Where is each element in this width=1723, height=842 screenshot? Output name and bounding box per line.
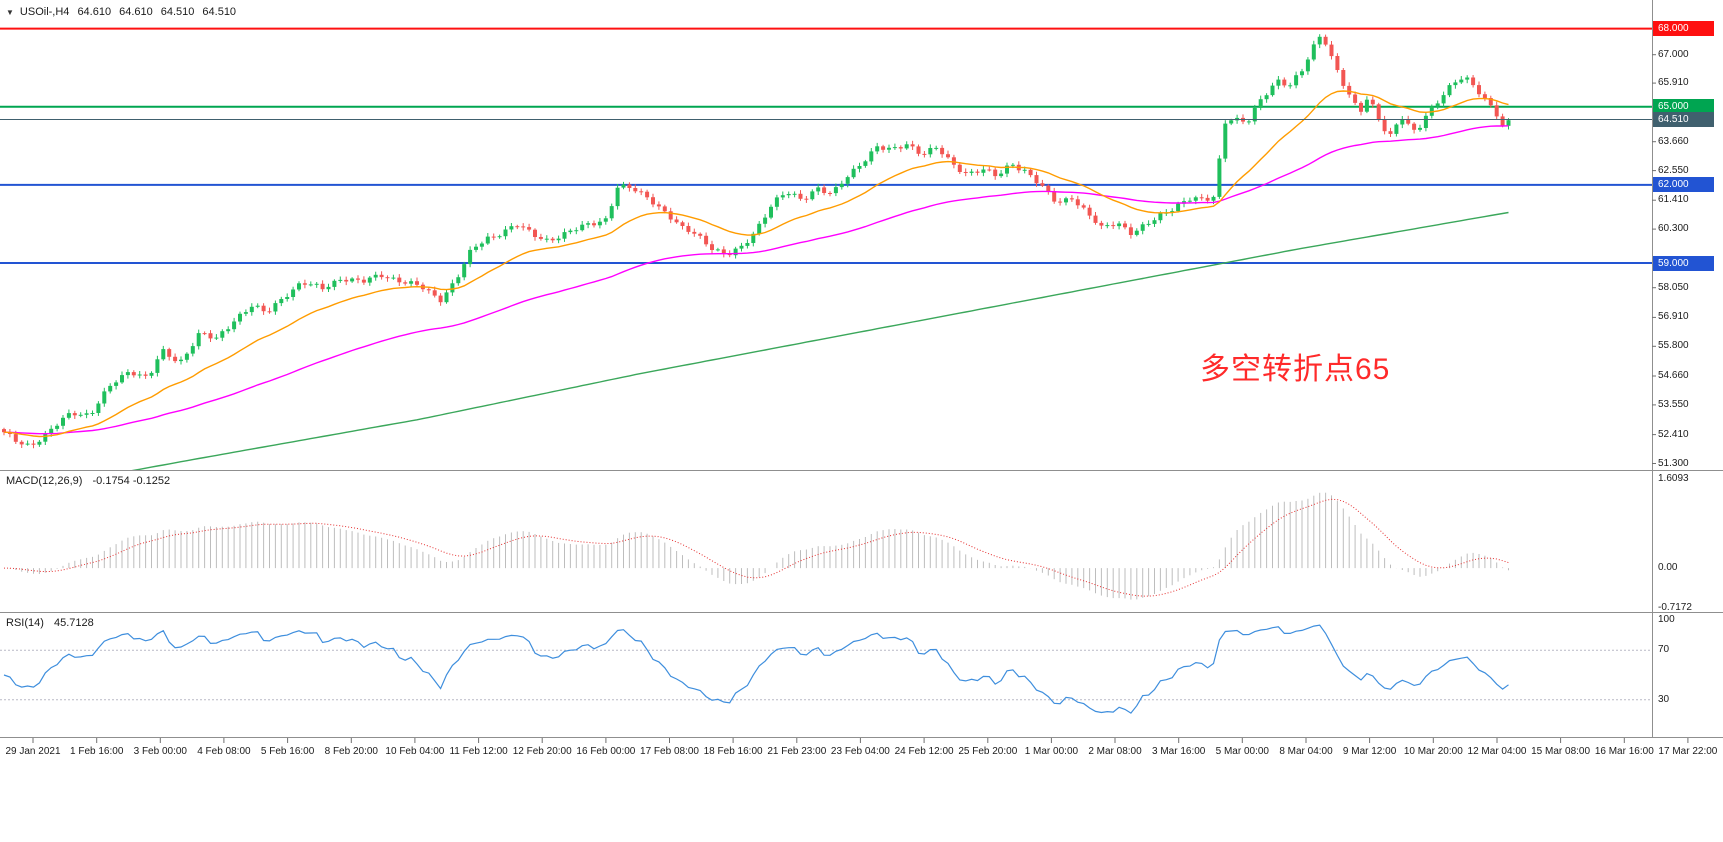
collapse-arrow-icon[interactable]: ▼ bbox=[6, 7, 14, 17]
time-axis-label: 10 Feb 04:00 bbox=[385, 746, 445, 757]
time-axis-label: 17 Feb 08:00 bbox=[640, 746, 699, 757]
time-axis-label: 23 Feb 04:00 bbox=[830, 746, 890, 757]
macd-pane[interactable] bbox=[3, 492, 1509, 600]
time-axis-label: 10 Mar 20:00 bbox=[1403, 746, 1463, 757]
price-axis-label: 58.050 bbox=[1658, 281, 1689, 293]
macd-axis-label: -0.7172 bbox=[1658, 602, 1692, 613]
time-axis-label: 15 Mar 08:00 bbox=[1531, 746, 1591, 757]
rsi-indicator-label: RSI(14) 45.7128 bbox=[6, 617, 101, 629]
time-axis-label: 2 Mar 08:00 bbox=[1088, 746, 1142, 757]
mid-ma-line bbox=[3, 125, 1509, 435]
time-axis-label: 8 Mar 04:00 bbox=[1279, 746, 1333, 757]
price-line-badge: 59.000 bbox=[1653, 255, 1714, 271]
time-axis-label: 16 Feb 00:00 bbox=[576, 746, 636, 757]
time-axis-label: 25 Feb 20:00 bbox=[958, 746, 1018, 757]
time-axis-label: 1 Feb 16:00 bbox=[70, 746, 124, 757]
time-axis-label: 1 Mar 00:00 bbox=[1024, 746, 1079, 757]
time-axis-label: 29 Jan 2021 bbox=[5, 746, 61, 757]
time-axis-label: 12 Feb 20:00 bbox=[512, 746, 572, 757]
pane-separators bbox=[0, 0, 1723, 743]
macd-signal-line bbox=[3, 498, 1509, 597]
rsi-name: RSI(14) bbox=[6, 617, 44, 629]
price-line-badge: 65.000 bbox=[1653, 99, 1714, 115]
price-axis-label: 67.000 bbox=[1658, 48, 1689, 60]
time-axis-label: 12 Mar 04:00 bbox=[1467, 746, 1527, 757]
price-axis-label: 55.800 bbox=[1658, 340, 1689, 352]
ohlc-close: 64.510 bbox=[202, 6, 237, 18]
symbol-timeframe-label: USOil-,H4 bbox=[19, 6, 70, 18]
time-axis-label: 3 Feb 00:00 bbox=[133, 746, 187, 757]
time-axis-label: 11 Feb 12:00 bbox=[449, 746, 508, 757]
price-axis-label: 56.910 bbox=[1658, 311, 1689, 323]
price-axis-label: 51.300 bbox=[1658, 457, 1689, 469]
rsi-axis-label: 30 bbox=[1658, 693, 1670, 705]
ohlc-high: 64.610 bbox=[119, 6, 153, 18]
time-axis-label: 4 Feb 08:00 bbox=[197, 746, 251, 757]
time-axis-label: 16 Mar 16:00 bbox=[1594, 746, 1654, 757]
fast-ma-line bbox=[3, 90, 1509, 438]
price-axis-label: 65.910 bbox=[1658, 77, 1689, 89]
rsi-line bbox=[3, 624, 1509, 714]
time-axis-label: 3 Mar 16:00 bbox=[1152, 746, 1206, 757]
symbol-header: ▼ USOil-,H4 64.610 64.610 64.510 64.510 bbox=[6, 6, 236, 18]
time-axis-label: 18 Feb 16:00 bbox=[703, 746, 763, 757]
price-line-badge: 68.000 bbox=[1653, 21, 1714, 37]
main-pane[interactable] bbox=[0, 27, 1652, 494]
chart-plot-area[interactable] bbox=[0, 0, 1723, 770]
price-line-badge: 64.510 bbox=[1653, 112, 1714, 127]
price-line-badge: 62.000 bbox=[1653, 177, 1714, 193]
ohlc-open: 64.610 bbox=[77, 6, 112, 18]
rsi-axis-label: 100 bbox=[1658, 614, 1675, 625]
macd-values: -0.1754 -0.1252 bbox=[92, 475, 171, 487]
rsi-values: 45.7128 bbox=[53, 617, 94, 629]
time-axis-label: 21 Feb 23:00 bbox=[767, 746, 827, 757]
time-axis-label: 17 Mar 22:00 bbox=[1658, 746, 1718, 757]
time-axis-label: 5 Mar 00:00 bbox=[1215, 746, 1269, 757]
rsi-pane[interactable] bbox=[0, 624, 1652, 714]
rsi-axis-label: 70 bbox=[1658, 644, 1670, 656]
macd-name: MACD(12,26,9) bbox=[6, 475, 83, 487]
price-axis-label: 54.660 bbox=[1658, 370, 1689, 381]
price-axis-label: 53.550 bbox=[1658, 398, 1689, 410]
price-axis-label: 52.410 bbox=[1658, 428, 1689, 440]
macd-indicator-label: MACD(12,26,9) -0.1754 -0.1252 bbox=[6, 475, 177, 487]
time-axis-label: 24 Feb 12:00 bbox=[894, 746, 954, 757]
macd-axis-label: 0.00 bbox=[1658, 562, 1678, 574]
price-axis-label: 62.550 bbox=[1658, 164, 1689, 176]
price-axis-label: 61.410 bbox=[1658, 194, 1689, 206]
time-axis-label: 5 Feb 16:00 bbox=[260, 746, 315, 757]
price-axis-label: 60.300 bbox=[1658, 223, 1689, 235]
slow-ma-line bbox=[131, 211, 1509, 470]
ohlc-low: 64.510 bbox=[160, 6, 195, 18]
price-axis-label: 63.660 bbox=[1658, 135, 1689, 147]
annotation-text[interactable]: 多空转折点65 bbox=[1200, 353, 1391, 386]
time-axis-label: 8 Feb 20:00 bbox=[324, 746, 378, 757]
macd-axis-label: 1.6093 bbox=[1658, 472, 1689, 484]
time-axis-label: 9 Mar 12:00 bbox=[1342, 746, 1397, 757]
